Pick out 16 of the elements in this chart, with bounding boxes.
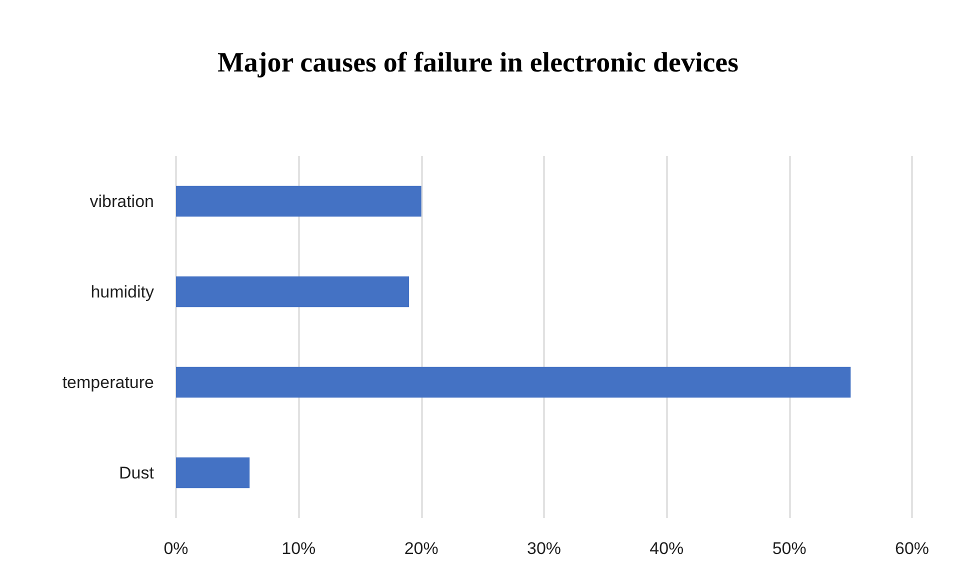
x-tick-label: 60% <box>894 539 930 558</box>
x-tick-label: 20% <box>404 539 438 558</box>
y-tick-label: humidity <box>90 282 154 302</box>
y-tick-label: vibration <box>90 192 154 211</box>
x-tick-label: 50% <box>772 539 806 558</box>
x-tick-label: 10% <box>282 539 316 558</box>
x-tick-label: 30% <box>526 539 562 558</box>
bar <box>176 457 250 488</box>
bar <box>176 366 851 398</box>
x-tick-label: 40% <box>650 539 684 558</box>
x-tick-label: 0% <box>164 539 188 558</box>
y-tick-label: Dust <box>119 463 154 482</box>
y-tick-label: temperature <box>62 372 154 392</box>
bar <box>176 186 422 217</box>
bar <box>176 276 410 308</box>
chart-title: Major causes of failure in electronic devices <box>218 48 739 78</box>
